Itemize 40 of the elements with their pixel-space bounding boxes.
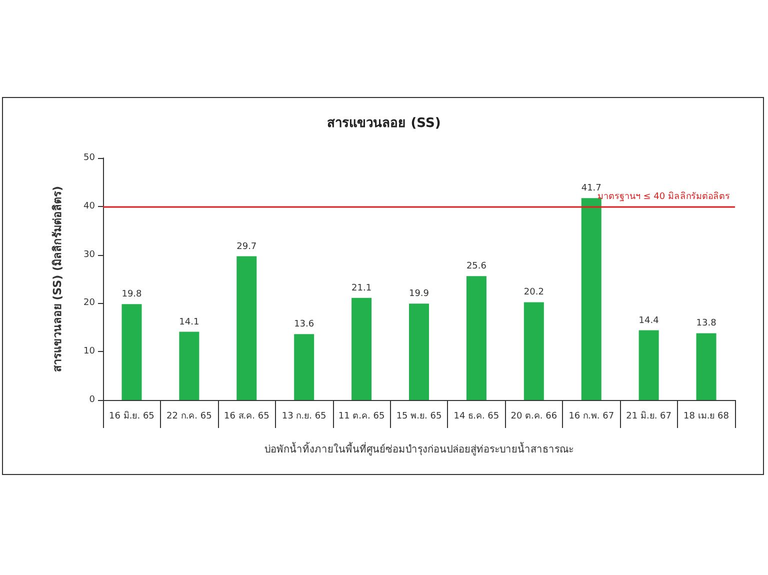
x-tick-label: 16 ส.ค. 65 <box>224 412 270 422</box>
data-label: 13.8 <box>696 318 717 329</box>
y-tick-label: 10 <box>84 346 96 357</box>
bar <box>179 332 200 400</box>
data-label: 21.1 <box>352 283 372 294</box>
x-tick-label: 20 ต.ค. 66 <box>510 412 558 422</box>
data-label: 19.9 <box>408 289 430 300</box>
x-tick-label: 13 ก.ย. 65 <box>282 412 326 422</box>
y-tick-label: 30 <box>84 250 96 260</box>
y-tick-label: 0 <box>89 395 96 405</box>
bar <box>352 298 372 400</box>
data-label: 20.2 <box>524 288 544 298</box>
x-tick-label: 21 มิ.ย. 67 <box>626 410 672 422</box>
x-tick-label: 14 ธ.ค. 65 <box>454 412 500 422</box>
x-tick-label: 18 เม.ย 68 <box>684 412 730 422</box>
bar <box>696 333 716 400</box>
chart-title: สารแขวนลอย (SS) <box>327 116 441 131</box>
x-tick-label: 16 ก.พ. 67 <box>568 412 614 422</box>
y-axis-title: สารแขวนลอย (SS) (มิลลิกรัมต่อลิตร) <box>51 186 64 372</box>
data-label: 25.6 <box>466 262 487 272</box>
x-tick-label: 11 ต.ค. 65 <box>338 412 385 422</box>
bar <box>409 304 429 400</box>
data-label: 29.7 <box>236 242 257 252</box>
bar <box>122 304 142 400</box>
data-label: 19.8 <box>122 290 142 300</box>
data-label: 13.6 <box>294 320 314 330</box>
x-tick-label: 16 มิ.ย. 65 <box>109 410 154 422</box>
bar <box>466 276 486 400</box>
x-axis-title: บ่อพักน้ำทิ้งภายในพื้นที่ศูนย์ซ่อมบำรุงก่อนปล่อยสู่ท่อระบายน้ำสาธารณะ <box>264 442 574 456</box>
y-tick-label: 50 <box>84 153 96 163</box>
y-tick-label: 40 <box>84 201 96 212</box>
data-label: 14.4 <box>638 316 660 326</box>
data-label: 14.1 <box>179 317 200 328</box>
bar <box>524 302 544 400</box>
bar <box>638 330 659 400</box>
bar <box>236 256 257 400</box>
x-tick-label: 22 ก.ค. 65 <box>166 412 212 422</box>
y-tick-label: 20 <box>84 298 96 308</box>
bar <box>294 334 314 400</box>
x-tick-label: 15 พ.ย. 65 <box>396 412 442 422</box>
